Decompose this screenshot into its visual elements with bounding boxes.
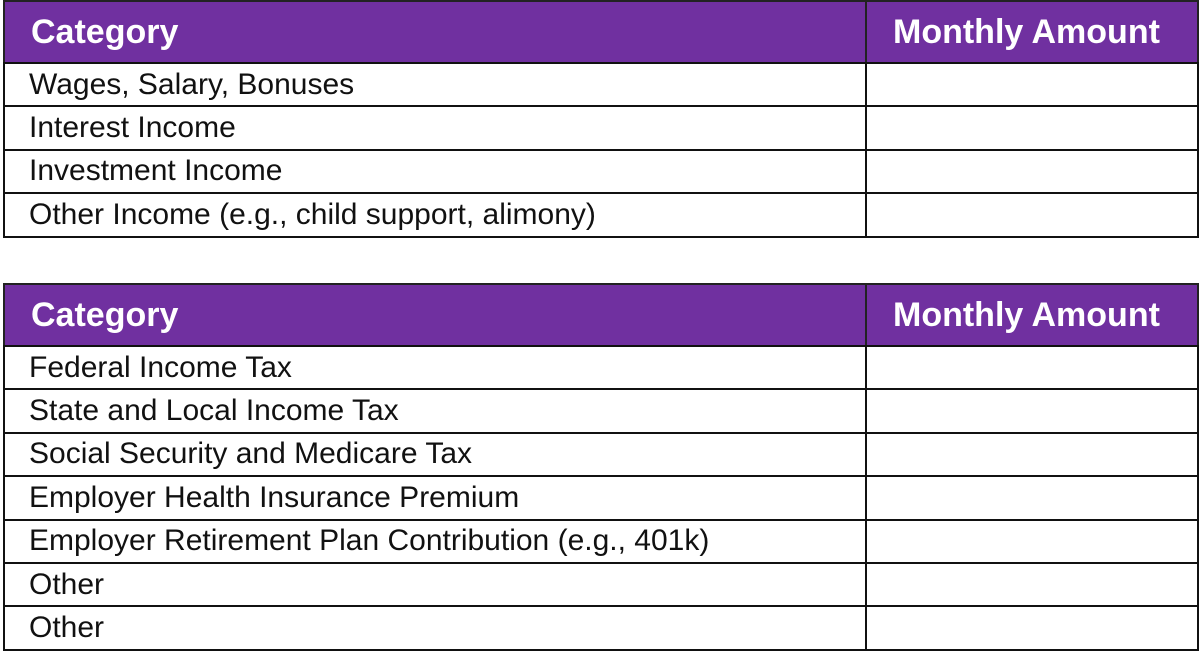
- amount-cell: [865, 345, 1199, 391]
- category-cell: Other Income (e.g., child support, alimo…: [3, 192, 867, 238]
- category-cell: Social Security and Medicare Tax: [3, 431, 867, 478]
- amount-cell: [865, 388, 1199, 434]
- amount-cell: [865, 518, 1199, 564]
- amount-cell: [865, 148, 1199, 195]
- category-cell: Other: [3, 605, 867, 651]
- category-cell: State and Local Income Tax: [3, 388, 867, 434]
- header-cell: Category: [3, 0, 867, 64]
- header-cell: Monthly Amount: [865, 283, 1199, 347]
- header-cell: Category: [3, 283, 867, 347]
- category-cell: Investment Income: [3, 148, 867, 195]
- header-cell: Monthly Amount: [865, 0, 1199, 64]
- category-cell: Wages, Salary, Bonuses: [3, 62, 867, 108]
- amount-cell: [865, 475, 1199, 521]
- category-cell: Employer Retirement Plan Contribution (e…: [3, 518, 867, 564]
- amount-cell: [865, 62, 1199, 108]
- category-cell: Federal Income Tax: [3, 345, 867, 391]
- page: Category Monthly Amount Wages, Salary, Bon…: [3, 0, 1199, 651]
- amount-cell: [865, 562, 1199, 608]
- category-cell: Employer Health Insurance Premium: [3, 475, 867, 521]
- category-cell: Interest Income: [3, 105, 867, 151]
- amount-cell: [865, 605, 1199, 651]
- amount-cell: [865, 431, 1199, 478]
- category-cell: Other: [3, 562, 867, 608]
- amount-cell: [865, 192, 1199, 238]
- amount-cell: [865, 105, 1199, 151]
